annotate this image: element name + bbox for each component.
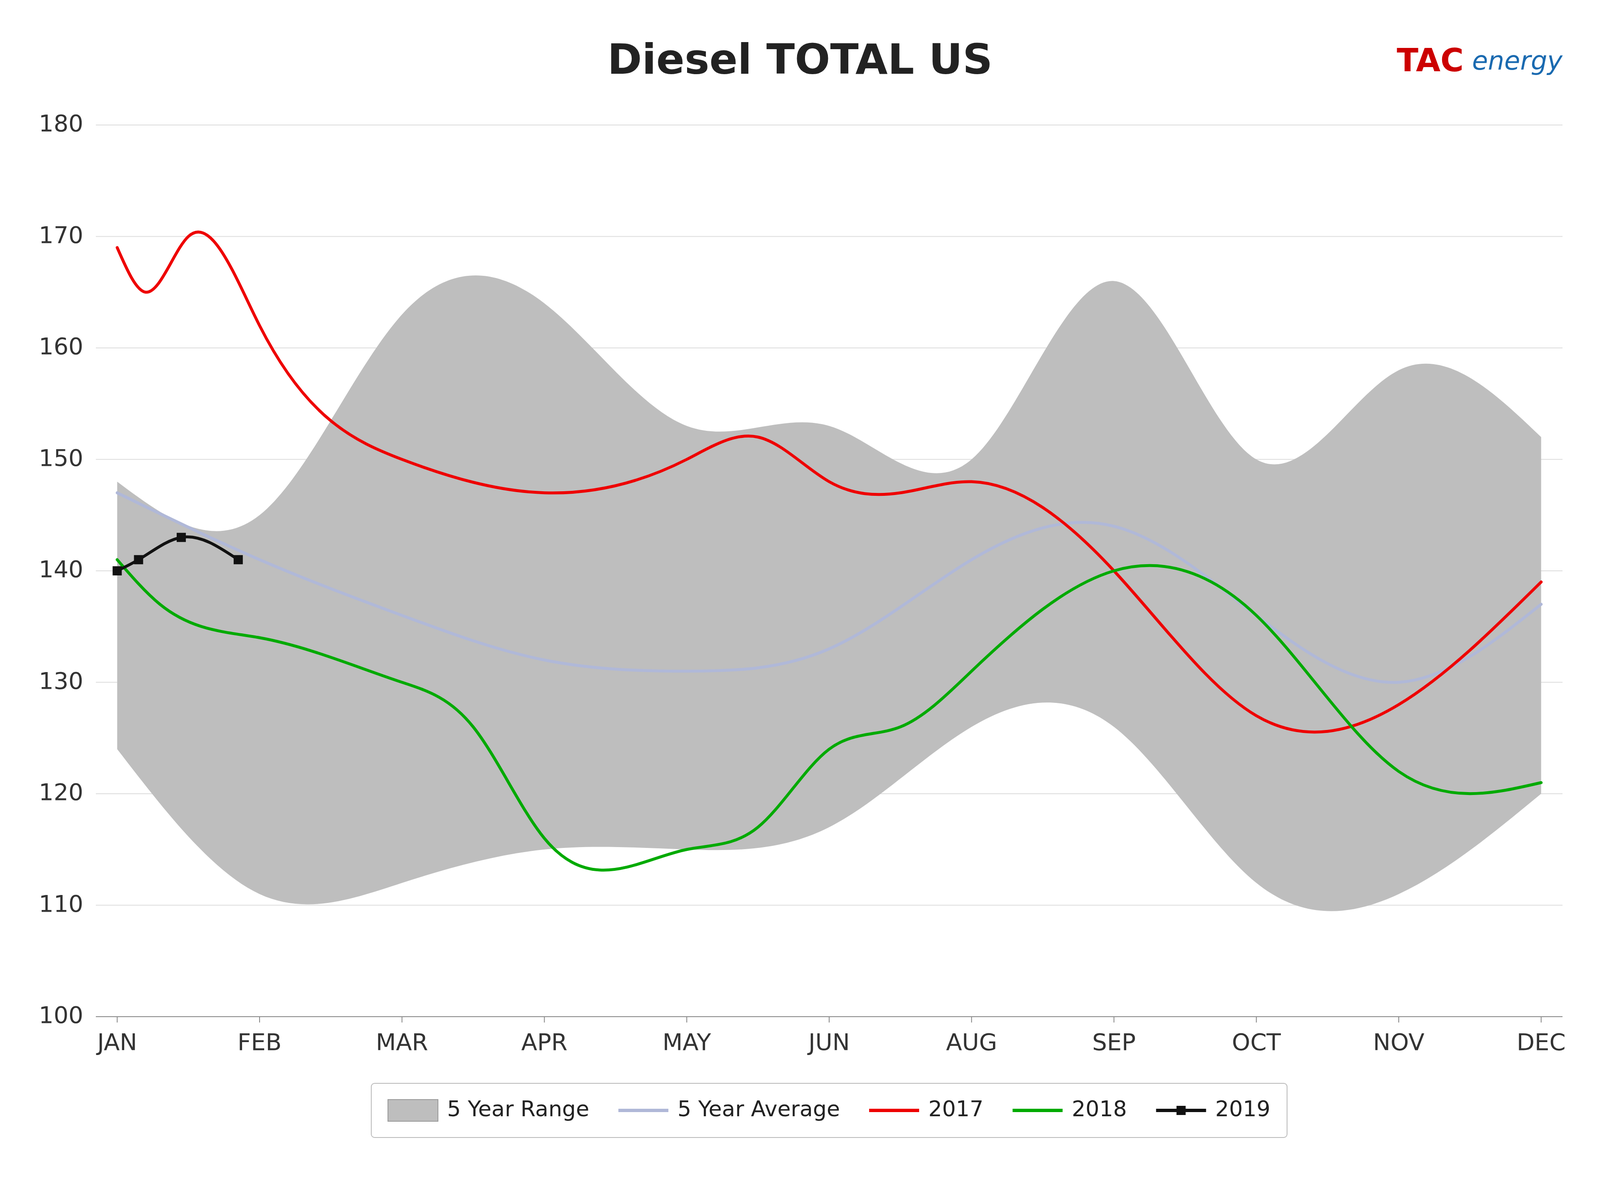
legend: 5 Year Range 5 Year Average 2017 2018 2019 <box>371 1083 1288 1138</box>
legend-item: 5 Year Average <box>618 1096 840 1122</box>
x-tick-label: NOV <box>1372 1028 1425 1056</box>
legend-label: 2019 <box>1215 1096 1271 1122</box>
legend-item: 2017 <box>869 1096 984 1122</box>
title: Diesel TOTAL US <box>607 35 993 84</box>
legend-label: 2018 <box>1071 1096 1127 1122</box>
x-tick-label: JUN <box>807 1028 850 1056</box>
chart: Diesel TOTAL USenergyTAC1001101201301401… <box>0 0 1600 1200</box>
y-tick-label: 120 <box>38 778 84 806</box>
marker <box>176 532 186 543</box>
marker <box>233 555 243 565</box>
y-tick-label: 170 <box>38 221 84 249</box>
plot-area <box>112 232 1541 912</box>
x-tick <box>828 1016 830 1023</box>
x-tick <box>116 1016 118 1023</box>
x-tick <box>1255 1016 1257 1023</box>
x-tick-label: FEB <box>237 1028 282 1056</box>
legend-label: 2017 <box>928 1096 984 1122</box>
x-tick <box>1540 1016 1542 1023</box>
y-tick-label: 110 <box>38 890 84 918</box>
series-line <box>117 559 1541 870</box>
range-band <box>117 275 1541 912</box>
x-tick-label: AUG <box>945 1028 998 1056</box>
x-tick-label: OCT <box>1232 1028 1282 1056</box>
x-tick <box>401 1016 403 1023</box>
x-tick-label: MAR <box>375 1028 429 1056</box>
x-tick-label: MAY <box>662 1028 712 1056</box>
legend-item: 5 Year Range <box>387 1096 590 1122</box>
x-tick <box>1398 1016 1400 1023</box>
legend-frame <box>371 1083 1288 1138</box>
grid-line <box>95 124 1563 126</box>
marker <box>134 555 144 565</box>
legend-label: 5 Year Range <box>447 1096 590 1122</box>
y-axis: 100 110 120 130 140 150 160 170 180 <box>38 109 1563 1029</box>
legend-swatch <box>869 1108 920 1113</box>
y-tick-label: 160 <box>38 332 84 360</box>
x-tick <box>971 1016 973 1023</box>
annotation: energy <box>1472 45 1563 76</box>
y-tick-label: 140 <box>38 555 84 583</box>
x-axis: JAN FEB MAR APR MAY JUN AUG SEP OCT NOV DEC <box>95 1016 1566 1056</box>
x-tick <box>1113 1016 1115 1023</box>
grid-line <box>95 347 1563 349</box>
series-line <box>117 492 1541 683</box>
legend-marker <box>1176 1105 1186 1115</box>
y-tick-label: 130 <box>38 667 84 695</box>
page: {"chart_data": { "type": "line", "title"… <box>0 0 1600 1200</box>
legend-label: 5 Year Average <box>677 1096 840 1122</box>
y-tick-label: 150 <box>38 444 84 472</box>
annotation: TAC <box>1396 41 1464 79</box>
x-tick-label: JAN <box>95 1028 138 1056</box>
legend-item: 2019 <box>1156 1096 1271 1122</box>
legend-swatch <box>1012 1108 1063 1113</box>
legend-item: 2018 <box>1012 1096 1127 1122</box>
x-tick <box>259 1016 260 1023</box>
x-tick <box>686 1016 688 1023</box>
y-tick-label: 180 <box>38 109 84 137</box>
x-tick-label: APR <box>521 1028 568 1056</box>
x-tick <box>544 1016 545 1023</box>
marker <box>112 566 122 576</box>
legend-swatch <box>387 1099 438 1122</box>
x-tick-label: DEC <box>1516 1028 1566 1056</box>
x-tick-label: SEP <box>1092 1028 1136 1056</box>
y-tick-label: 100 <box>38 1001 84 1029</box>
grid-line <box>95 236 1563 238</box>
legend-swatch <box>618 1108 669 1113</box>
